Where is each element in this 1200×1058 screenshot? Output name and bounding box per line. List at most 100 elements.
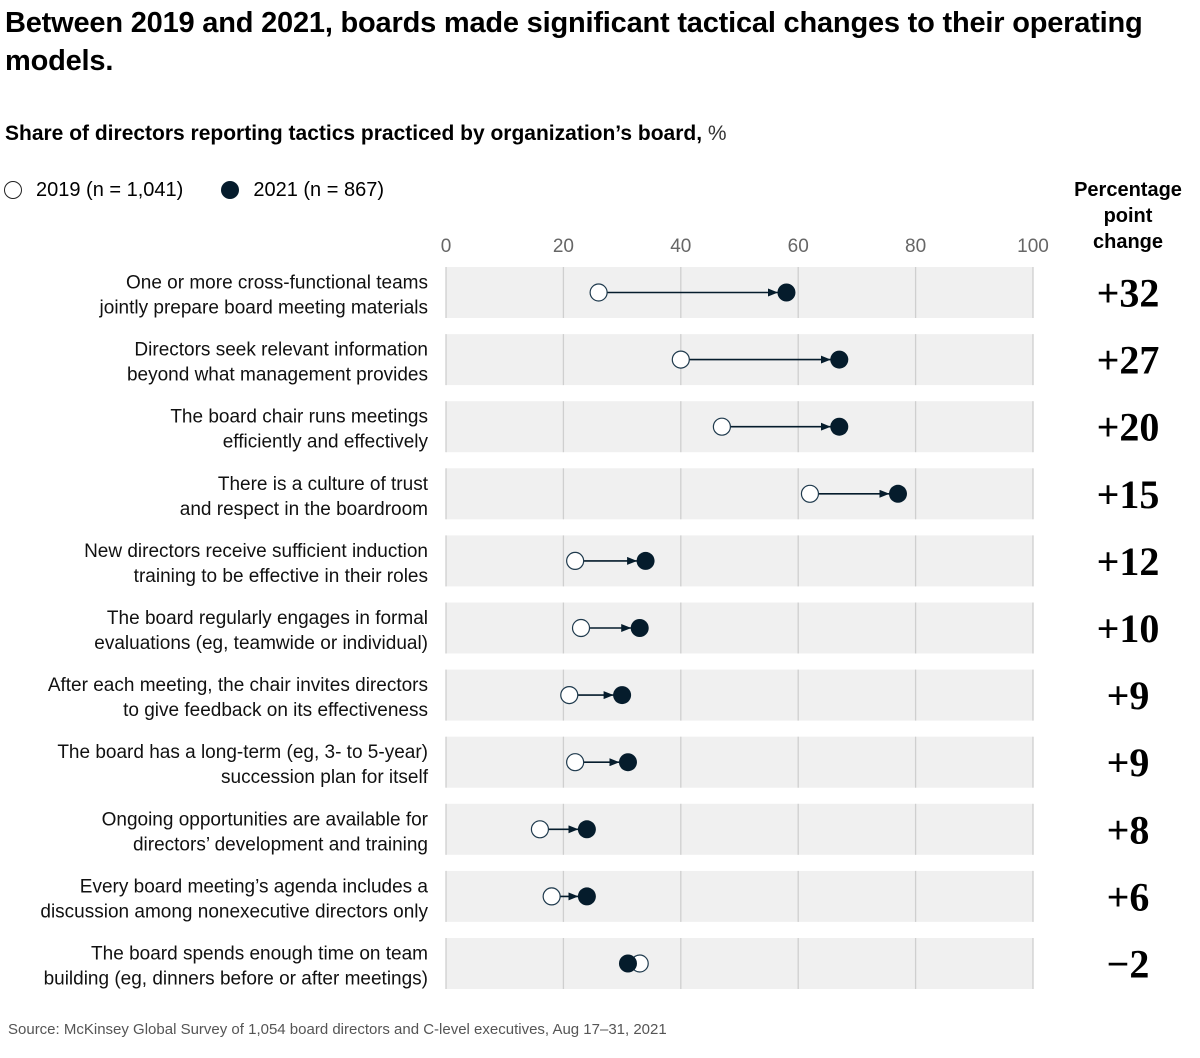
row-band xyxy=(446,870,1033,922)
change-value: +10 xyxy=(1097,606,1160,651)
dumbbell-chart: 0 20 40 60 80 100 One or more cross-functiona… xyxy=(40,236,1159,990)
row-label-line: The board has a long-term (eg, 3- to 5-y… xyxy=(57,742,428,763)
chart-row: Every board meeting’s agenda includes a d… xyxy=(40,870,1150,922)
legend-item-2019: 2019 (n = 1,041) xyxy=(4,179,183,202)
row-label: There is a culture of trust and respect i… xyxy=(180,474,429,520)
marker-2019 xyxy=(542,887,561,906)
chart-rows: One or more cross-functional teams jointl… xyxy=(40,267,1159,990)
chart-row: Directors seek relevant information beyon… xyxy=(127,334,1159,386)
row-label-line: efficiently and effectively xyxy=(223,432,429,453)
row-label: After each meeting, the chair invites di… xyxy=(48,675,428,721)
row-label-line: discussion among nonexecutive directors … xyxy=(40,901,428,922)
marker-2021 xyxy=(777,283,796,302)
marker-2019 xyxy=(560,686,579,705)
chart-row: There is a culture of trust and respect i… xyxy=(180,468,1160,520)
marker-2019 xyxy=(566,753,585,772)
row-label-line: There is a culture of trust xyxy=(218,474,429,495)
change-header-line-1: Percentage xyxy=(1074,179,1182,201)
marker-2019 xyxy=(566,551,585,570)
row-label-line: to give feedback on its effectiveness xyxy=(123,700,428,721)
x-tick-label: 20 xyxy=(553,236,574,257)
filled-circle-icon xyxy=(221,181,240,199)
row-band xyxy=(446,468,1033,520)
change-header-line-3: change xyxy=(1092,231,1164,253)
row-label: Every board meeting’s agenda includes a d… xyxy=(40,876,428,922)
row-label: The board chair runs meetings efficiently… xyxy=(170,407,428,453)
chart-row: The board regularly engages in formal eva… xyxy=(94,602,1160,654)
change-value: +27 xyxy=(1097,338,1160,383)
marker-2021 xyxy=(618,753,637,772)
chart-row: The board chair runs meetings efficiently… xyxy=(170,401,1159,453)
x-tick-label: 40 xyxy=(670,236,691,257)
row-label: New directors receive sufficient inducti… xyxy=(84,541,428,587)
row-band xyxy=(446,938,1033,989)
change-value: +32 xyxy=(1097,271,1160,316)
marker-2021 xyxy=(630,619,649,637)
change-value: +20 xyxy=(1097,405,1160,450)
row-label-line: Directors seek relevant information xyxy=(134,340,428,361)
source-note: Source: McKinsey Global Survey of 1,054 … xyxy=(8,1021,667,1038)
change-value: −2 xyxy=(1107,942,1150,987)
x-tick-label: 100 xyxy=(1017,236,1049,257)
row-label-line: After each meeting, the chair invites di… xyxy=(48,675,428,696)
marker-2019 xyxy=(571,618,591,638)
row-label: The board has a long-term (eg, 3- to 5-y… xyxy=(57,742,428,788)
chart-row: One or more cross-functional teams jointl… xyxy=(99,267,1160,319)
row-label-line: The board chair runs meetings xyxy=(170,407,428,428)
legend-item-2021: 2021 (n = 867) xyxy=(221,179,384,202)
row-band xyxy=(446,535,1033,587)
change-header-line-2: point xyxy=(1103,205,1153,227)
row-band xyxy=(446,669,1033,721)
change-value: +9 xyxy=(1107,673,1150,718)
row-label-line: directors’ development and training xyxy=(133,834,428,855)
chart-row: The board has a long-term (eg, 3- to 5-y… xyxy=(57,736,1150,788)
chart-subtitle: Share of directors reporting tactics pra… xyxy=(5,119,727,149)
row-label-line: evaluations (eg, teamwide or individual) xyxy=(94,633,428,654)
row-label: Ongoing opportunities are available for d… xyxy=(102,809,429,855)
row-label-line: The board spends enough time on team xyxy=(91,944,428,965)
subtitle-text: Share of directors reporting tactics pra… xyxy=(5,122,703,145)
row-label-line: training to be effective in their roles xyxy=(134,566,428,587)
row-label: Directors seek relevant information beyon… xyxy=(127,340,428,386)
marker-2021 xyxy=(830,350,849,369)
x-tick-label: 80 xyxy=(905,236,926,257)
row-label-line: Every board meeting’s agenda includes a xyxy=(80,876,429,897)
marker-2021 xyxy=(613,686,632,705)
open-circle-icon xyxy=(4,181,22,199)
row-label-line: The board regularly engages in formal xyxy=(107,608,428,629)
legend-label-2019: 2019 (n = 1,041) xyxy=(36,178,184,201)
row-band xyxy=(446,602,1033,654)
marker-2019 xyxy=(712,417,731,436)
legend: 2019 (n = 1,041) 2021 (n = 867) xyxy=(4,175,422,205)
row-label-line: beyond what management provides xyxy=(127,365,428,386)
change-value: +8 xyxy=(1107,807,1150,852)
row-label: The board spends enough time on team buil… xyxy=(44,944,428,990)
chart-row: New directors receive sufficient inducti… xyxy=(84,535,1159,587)
row-label: One or more cross-functional teams jointl… xyxy=(99,273,428,319)
row-label: The board regularly engages in formal eva… xyxy=(94,608,428,654)
change-value: +6 xyxy=(1107,874,1150,919)
marker-2021 xyxy=(577,887,596,906)
change-value: +12 xyxy=(1097,539,1160,584)
row-label-line: One or more cross-functional teams xyxy=(126,273,428,294)
chart-row: Ongoing opportunities are available for d… xyxy=(102,803,1150,855)
row-label-line: building (eg, dinners before or after me… xyxy=(44,969,428,990)
marker-2019 xyxy=(800,484,820,503)
row-band xyxy=(446,736,1033,788)
change-column-header: Percentage point change xyxy=(1058,177,1198,255)
marker-2019 xyxy=(589,283,608,302)
row-label-line: New directors receive sufficient inducti… xyxy=(84,541,428,562)
row-label-line: jointly prepare board meeting materials xyxy=(99,298,428,319)
change-value: +15 xyxy=(1097,472,1160,517)
x-axis: 0 20 40 60 80 100 xyxy=(441,236,1049,257)
row-label-line: and respect in the boardroom xyxy=(180,499,428,520)
row-label-line: Ongoing opportunities are available for xyxy=(102,809,429,830)
chart-row: After each meeting, the chair invites di… xyxy=(48,669,1150,721)
subtitle-unit: % xyxy=(702,122,727,145)
marker-2021 xyxy=(830,417,849,436)
change-value: +9 xyxy=(1107,740,1150,785)
x-tick-label: 60 xyxy=(788,236,809,257)
marker-2021 xyxy=(577,820,596,839)
chart-title: Between 2019 and 2021, boards made signi… xyxy=(5,7,1143,77)
legend-label-2021: 2021 (n = 867) xyxy=(253,178,384,201)
